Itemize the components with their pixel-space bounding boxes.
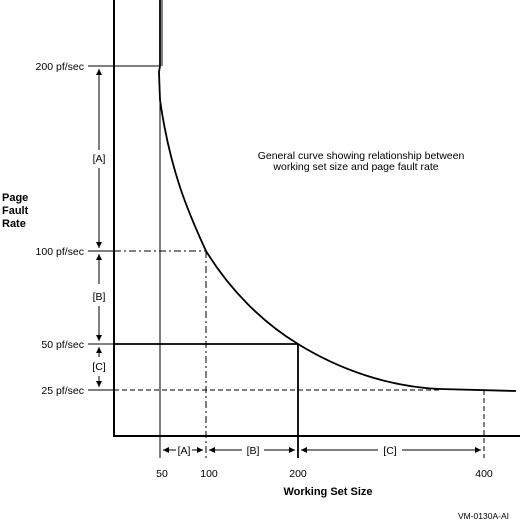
annotation-line2: working set size and page fault rate — [272, 161, 438, 173]
annotation-line1: General curve showing relationship betwe… — [258, 150, 465, 162]
x-tick-label-50: 50 — [156, 468, 168, 480]
figure-credit: VM-0130A-AI — [458, 511, 509, 520]
range-c-label-vertical: [C] — [92, 361, 106, 373]
range-b-label-vertical: [B] — [93, 291, 106, 303]
y-tick-label-200: 200 pf/sec — [36, 61, 84, 73]
fault-rate-curve — [158, 0, 517, 392]
range-a-label-horizontal: [A] — [178, 445, 191, 457]
x-axis-label: Working Set Size — [283, 486, 372, 498]
x-tick-label-400: 400 — [475, 468, 493, 480]
x-tick-label-200: 200 — [289, 468, 307, 480]
y-tick-label-25: 25 pf/sec — [41, 385, 84, 397]
y-tick-label-50: 50 pf/sec — [41, 339, 84, 351]
y-tick-label-100: 100 pf/sec — [36, 246, 84, 258]
range-c-label-horizontal: [C] — [383, 445, 397, 457]
x-tick-label-100: 100 — [200, 468, 218, 480]
range-a-label-vertical: [A] — [93, 153, 106, 165]
y-axis-label-line2: Fault — [2, 205, 29, 217]
range-b-label-horizontal: [B] — [247, 445, 260, 457]
y-axis-label-line3: Rate — [2, 218, 26, 230]
y-axis-label-line1: Page — [2, 192, 28, 204]
